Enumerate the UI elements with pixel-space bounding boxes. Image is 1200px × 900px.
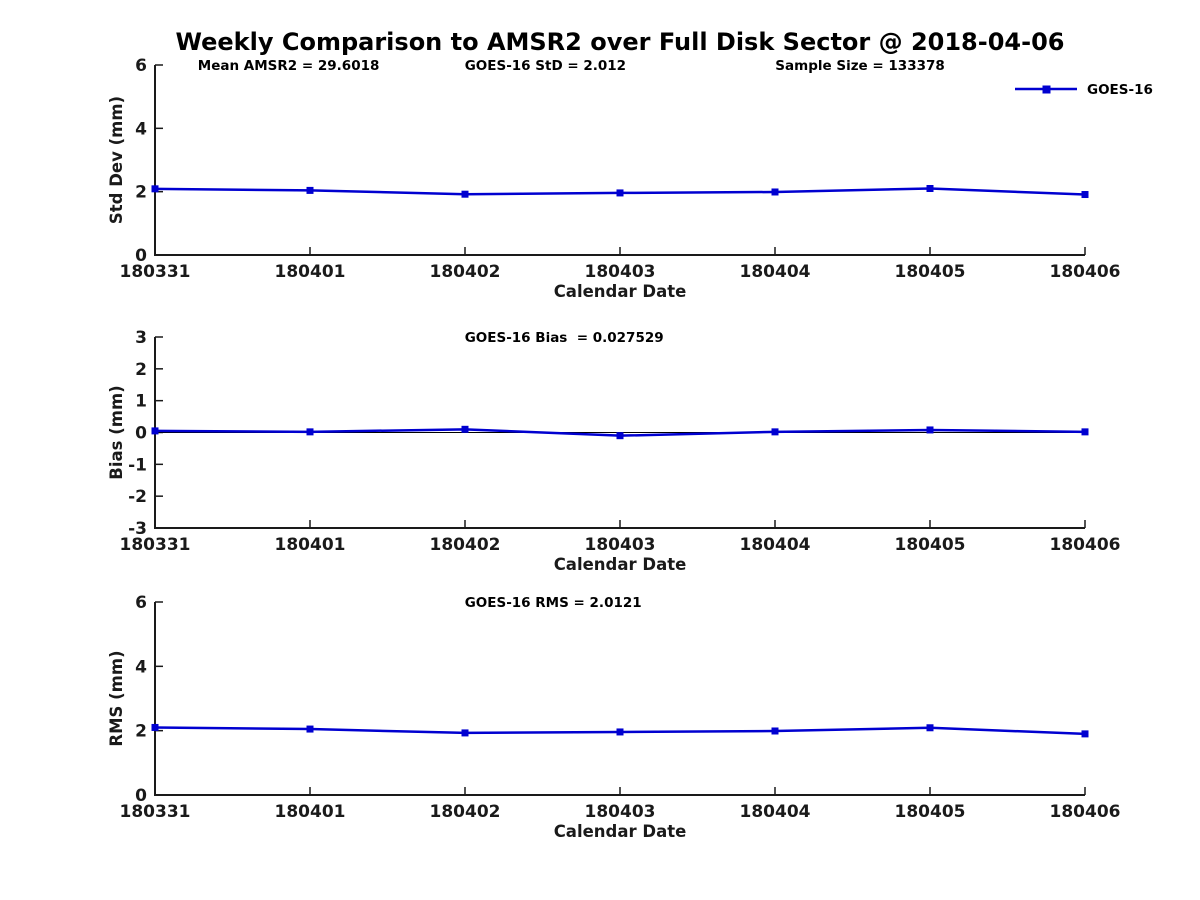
data-point-marker xyxy=(1081,428,1089,436)
data-point-marker xyxy=(151,185,159,193)
x-tick-label: 180405 xyxy=(895,262,966,282)
data-point-marker xyxy=(151,723,159,731)
data-point-marker xyxy=(306,186,314,194)
panel-annotation: GOES-16 StD = 2.012 xyxy=(465,58,626,74)
data-point-marker xyxy=(771,428,779,436)
y-axis-label: RMS (mm) xyxy=(107,650,126,746)
x-tick-label: 180401 xyxy=(275,262,346,282)
data-point-marker xyxy=(926,185,934,192)
x-tick-label: 180402 xyxy=(430,802,501,822)
data-point-marker xyxy=(1081,730,1089,738)
y-tick-label: -2 xyxy=(128,487,147,507)
x-tick-label: 180331 xyxy=(120,262,191,282)
subplot-bias-mm: -3 -2 -1 0 1 2 3 180331 180401 180402 180403 180404… xyxy=(107,328,1120,574)
y-tick-label: -3 xyxy=(128,519,147,539)
data-point-marker xyxy=(306,428,314,436)
y-tick-label: 2 xyxy=(135,183,147,203)
legend-label: GOES-16 xyxy=(1087,82,1153,98)
legend-marker-sample xyxy=(1042,85,1051,94)
y-tick-label: 3 xyxy=(135,328,147,348)
y-tick-label: 6 xyxy=(135,593,147,613)
data-point-marker xyxy=(461,425,469,433)
panel-annotation: GOES-16 RMS = 2.0121 xyxy=(465,595,642,611)
subplot-std-dev-mm: 0 2 4 6 180331 180401 180402 180403 180404 180405… xyxy=(107,56,1153,301)
y-tick-label: 0 xyxy=(135,424,147,444)
x-tick-label: 180406 xyxy=(1050,262,1121,282)
x-tick-label: 180405 xyxy=(895,535,966,555)
y-tick-label: 0 xyxy=(135,246,147,266)
x-axis-label: Calendar Date xyxy=(554,282,687,301)
data-point-marker xyxy=(616,432,624,440)
data-point-marker xyxy=(926,426,934,434)
x-tick-label: 180402 xyxy=(430,535,501,555)
x-tick-label: 180331 xyxy=(120,535,191,555)
panel-annotation: Mean AMSR2 = 29.6018 xyxy=(198,58,380,74)
data-point-marker xyxy=(461,729,469,737)
axes-spines xyxy=(154,65,1085,256)
y-axis-label: Std Dev (mm) xyxy=(107,96,126,224)
x-tick-label: 180405 xyxy=(895,802,966,822)
x-tick-label: 180403 xyxy=(585,535,656,555)
x-tick-label: 180406 xyxy=(1050,802,1121,822)
y-axis-label: Bias (mm) xyxy=(107,385,126,479)
subplot-rms-mm: 0 2 4 6 180331 180401 180402 180403 180404 180405… xyxy=(107,593,1120,841)
axes-spines xyxy=(154,602,1085,796)
y-tick-label: 2 xyxy=(135,360,147,380)
x-tick-label: 180403 xyxy=(585,802,656,822)
x-axis-label: Calendar Date xyxy=(554,555,687,574)
x-tick-label: 180403 xyxy=(585,262,656,282)
y-tick-label: 1 xyxy=(135,392,147,412)
data-point-marker xyxy=(771,727,779,735)
data-point-marker xyxy=(616,189,624,197)
y-tick-label: 2 xyxy=(135,722,147,742)
data-point-marker xyxy=(1081,191,1089,199)
data-point-marker xyxy=(926,724,934,732)
panel-annotation: GOES-16 Bias = 0.027529 xyxy=(465,330,664,346)
data-point-marker xyxy=(306,725,314,733)
data-point-marker xyxy=(151,427,159,435)
figure-title: Weekly Comparison to AMSR2 over Full Dis… xyxy=(175,28,1065,56)
y-tick-label: 4 xyxy=(135,657,147,677)
y-tick-label: 4 xyxy=(135,119,147,139)
y-tick-label: 6 xyxy=(135,56,147,76)
y-tick-label: -1 xyxy=(128,455,147,475)
data-point-marker xyxy=(461,190,469,198)
x-tick-label: 180401 xyxy=(275,535,346,555)
x-tick-label: 180404 xyxy=(740,802,811,822)
y-tick-label: 0 xyxy=(135,786,147,806)
x-tick-label: 180404 xyxy=(740,535,811,555)
x-tick-label: 180404 xyxy=(740,262,811,282)
data-point-marker xyxy=(616,728,624,736)
x-tick-label: 180331 xyxy=(120,802,191,822)
x-axis-label: Calendar Date xyxy=(554,822,687,841)
x-tick-label: 180401 xyxy=(275,802,346,822)
x-tick-label: 180402 xyxy=(430,262,501,282)
data-point-marker xyxy=(771,188,779,196)
x-tick-label: 180406 xyxy=(1050,535,1121,555)
panel-annotation: Sample Size = 133378 xyxy=(775,58,944,74)
